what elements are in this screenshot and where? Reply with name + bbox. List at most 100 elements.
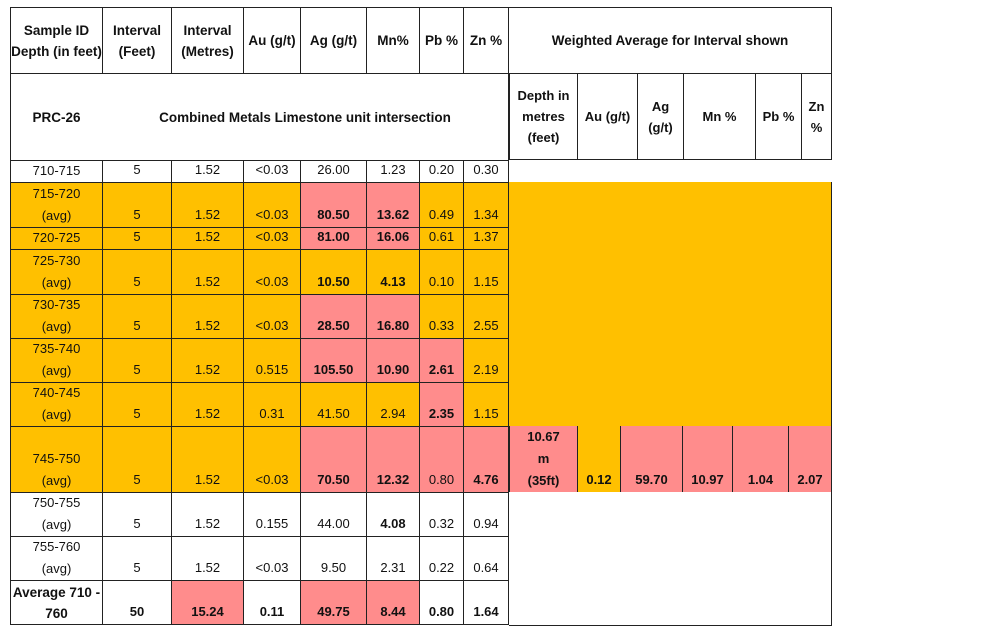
row-mn-4: 16.80 <box>366 294 419 338</box>
row-depth-2: 720-725 <box>10 227 102 249</box>
row-mn-5: 10.90 <box>366 338 419 382</box>
row-zn-9: 0.64 <box>463 536 509 580</box>
row-metres-2: 1.52 <box>171 227 243 249</box>
weighted-orange-block <box>509 182 832 426</box>
header-au: Au (g/t) <box>243 7 300 73</box>
row-au-7: <0.03 <box>243 426 300 492</box>
row-zn-4: 2.55 <box>463 294 509 338</box>
row-pb-9: 0.22 <box>419 536 463 580</box>
row-depth-4: 730-735 (avg) <box>10 294 102 338</box>
row-pb-4: 0.33 <box>419 294 463 338</box>
row-au-6: 0.31 <box>243 382 300 426</box>
header-interval-feet: Interval (Feet) <box>102 7 171 73</box>
row-ag-3: 10.50 <box>300 249 366 294</box>
row-depth-range: 735-740 <box>32 341 81 356</box>
row-mn-9: 2.31 <box>366 536 419 580</box>
row-au-4: <0.03 <box>243 294 300 338</box>
row-depth-range: 740-745 <box>32 385 81 400</box>
row-pb-7: 0.80 <box>419 426 463 492</box>
row-zn-1: 1.34 <box>463 182 509 227</box>
weighted-au: 0.12 <box>577 426 620 492</box>
weighted-depth-metres: 10.67 m <box>527 429 560 466</box>
row-au-1: <0.03 <box>243 182 300 227</box>
row-au-9: <0.03 <box>243 536 300 580</box>
average-zn: 1.64 <box>463 580 509 625</box>
row-metres-4: 1.52 <box>171 294 243 338</box>
weighted-ag: 59.70 <box>620 426 682 492</box>
header-ag: Ag (g/t) <box>300 7 366 73</box>
row-zn-7: 4.76 <box>463 426 509 492</box>
weighted-header-ag: Ag (g/t) <box>637 73 683 160</box>
row-zn-2: 1.37 <box>463 227 509 249</box>
row-mn-0: 1.23 <box>366 160 419 182</box>
header-pb: Pb % <box>419 7 463 73</box>
row-depth-8: 750-755 (avg) <box>10 492 102 536</box>
row-depth-avg: (avg) <box>41 517 72 532</box>
row-metres-3: 1.52 <box>171 249 243 294</box>
row-ag-9: 9.50 <box>300 536 366 580</box>
weighted-right-border-top <box>831 182 832 426</box>
header-sample-id: Sample ID Depth (in feet) <box>10 7 102 73</box>
row-feet-7: 5 <box>102 426 171 492</box>
header-interval-metres: Interval (Metres) <box>171 7 243 73</box>
row-feet-2: 5 <box>102 227 171 249</box>
row-metres-8: 1.52 <box>171 492 243 536</box>
weighted-right-border <box>831 492 832 626</box>
row-au-0: <0.03 <box>243 160 300 182</box>
row-pb-5: 2.61 <box>419 338 463 382</box>
average-pb: 0.80 <box>419 580 463 625</box>
row-zn-8: 0.94 <box>463 492 509 536</box>
row-metres-1: 1.52 <box>171 182 243 227</box>
header-zn: Zn % <box>463 7 509 73</box>
row-depth-avg: (avg) <box>41 275 72 290</box>
row-ag-7: 70.50 <box>300 426 366 492</box>
row-feet-3: 5 <box>102 249 171 294</box>
row-ag-0: 26.00 <box>300 160 366 182</box>
row-depth-1: 715-720 (avg) <box>10 182 102 227</box>
weighted-header-zn: Zn % <box>801 73 832 160</box>
row-feet-1: 5 <box>102 182 171 227</box>
row-metres-6: 1.52 <box>171 382 243 426</box>
row-ag-4: 28.50 <box>300 294 366 338</box>
row-pb-1: 0.49 <box>419 182 463 227</box>
row-metres-0: 1.52 <box>171 160 243 182</box>
row-depth-range: 730-735 <box>32 297 81 312</box>
average-ag: 49.75 <box>300 580 366 625</box>
weighted-pb: 1.04 <box>732 426 788 492</box>
row-depth-range: 710-715 <box>32 163 81 178</box>
row-mn-1: 13.62 <box>366 182 419 227</box>
row-feet-5: 5 <box>102 338 171 382</box>
row-depth-0: 710-715 <box>10 160 102 182</box>
weighted-mn: 10.97 <box>682 426 732 492</box>
row-zn-0: 0.30 <box>463 160 509 182</box>
row-pb-2: 0.61 <box>419 227 463 249</box>
row-depth-avg: (avg) <box>41 561 72 576</box>
row-au-8: 0.155 <box>243 492 300 536</box>
row-metres-7: 1.52 <box>171 426 243 492</box>
row-depth-range: 750-755 <box>32 495 81 510</box>
row-feet-4: 5 <box>102 294 171 338</box>
row-depth-range: 720-725 <box>32 230 81 245</box>
row-depth-9: 755-760 (avg) <box>10 536 102 580</box>
row-depth-range: 725-730 <box>32 253 81 268</box>
weighted-depth: 10.67 m (35ft) <box>509 426 577 492</box>
weighted-header-pb: Pb % <box>755 73 801 160</box>
row-ag-1: 80.50 <box>300 182 366 227</box>
weighted-average-title: Weighted Average for Interval shown <box>509 7 832 73</box>
weighted-header-au: Au (g/t) <box>577 73 637 160</box>
weighted-bottom-border <box>509 625 832 626</box>
row-feet-0: 5 <box>102 160 171 182</box>
row-mn-3: 4.13 <box>366 249 419 294</box>
row-pb-0: 0.20 <box>419 160 463 182</box>
header-mn: Mn% <box>366 7 419 73</box>
row-depth-6: 740-745 (avg) <box>10 382 102 426</box>
row-depth-avg: (avg) <box>41 473 72 488</box>
row-au-2: <0.03 <box>243 227 300 249</box>
average-feet: 50 <box>102 580 171 625</box>
average-label: Average 710 - 760 <box>10 580 102 625</box>
row-pb-8: 0.32 <box>419 492 463 536</box>
row-depth-range: 715-720 <box>32 186 81 201</box>
hole-description: Combined Metals Limestone unit intersect… <box>102 73 509 160</box>
weighted-depth-feet: (35ft) <box>527 473 560 488</box>
average-mn: 8.44 <box>366 580 419 625</box>
